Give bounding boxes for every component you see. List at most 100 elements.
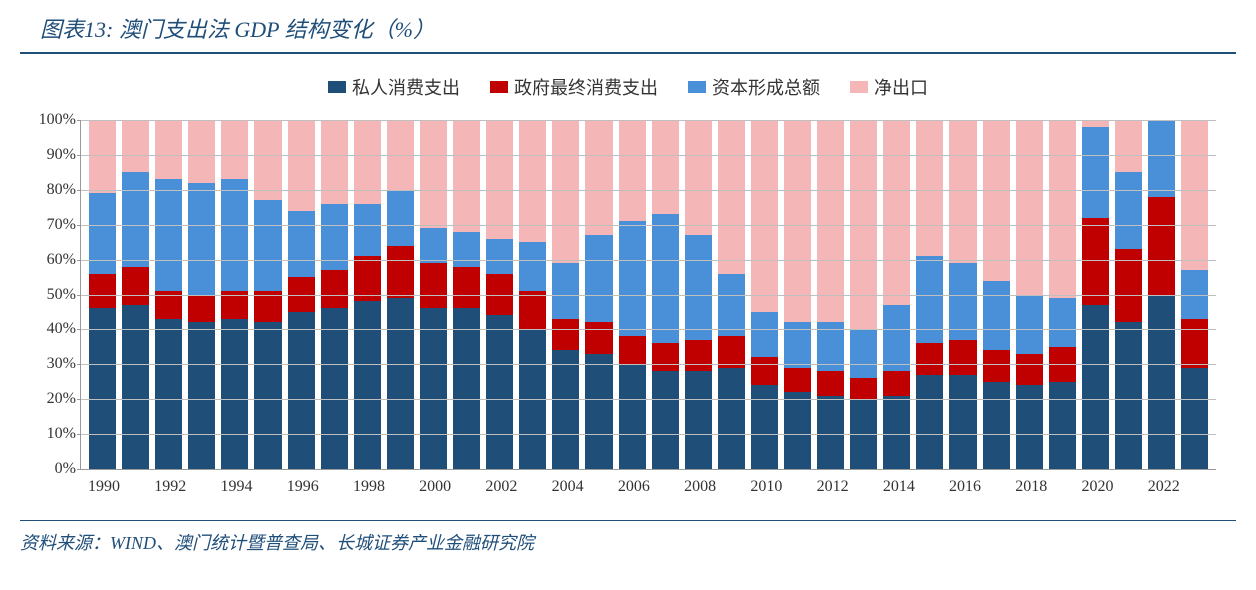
- y-tick-mark: [77, 434, 81, 435]
- y-tick-label: 0%: [26, 460, 76, 478]
- bar-segment-net_exports: [122, 120, 149, 172]
- y-tick-label: 80%: [26, 181, 76, 199]
- bar-segment-gov_consumption: [619, 336, 646, 364]
- legend-item: 净出口: [850, 74, 928, 100]
- y-tick-mark: [77, 364, 81, 365]
- bar-segment-capital_formation: [188, 183, 215, 295]
- bar-segment-net_exports: [916, 120, 943, 256]
- bar-segment-private_consumption: [89, 308, 116, 469]
- bar-segment-private_consumption: [1181, 368, 1208, 469]
- bar-segment-private_consumption: [916, 375, 943, 469]
- bar-segment-gov_consumption: [552, 319, 579, 350]
- gridline: [81, 295, 1216, 296]
- source-citation: 资料来源：WIND、澳门统计暨普查局、长城证券产业金融研究院: [20, 520, 1236, 555]
- bar-segment-capital_formation: [221, 179, 248, 291]
- x-tick-label: 2008: [684, 470, 716, 510]
- x-tick-label: [656, 470, 678, 510]
- bar-segment-gov_consumption: [453, 267, 480, 309]
- bar-segment-net_exports: [288, 120, 315, 211]
- legend-label: 私人消费支出: [352, 74, 460, 100]
- bar-segment-private_consumption: [254, 322, 281, 469]
- bar-segment-gov_consumption: [751, 357, 778, 385]
- x-tick-label: [1053, 470, 1075, 510]
- bar-segment-private_consumption: [288, 312, 315, 469]
- x-tick-label: [722, 470, 744, 510]
- bar-segment-capital_formation: [685, 235, 712, 340]
- bar-segment-net_exports: [221, 120, 248, 179]
- gridline: [81, 260, 1216, 261]
- bar-segment-capital_formation: [122, 172, 149, 266]
- legend-swatch: [328, 81, 346, 93]
- x-tick-label: [987, 470, 1009, 510]
- y-tick-mark: [77, 190, 81, 191]
- bar-segment-gov_consumption: [784, 368, 811, 392]
- y-tick-label: 40%: [26, 320, 76, 338]
- gridline: [81, 434, 1216, 435]
- bar-segment-net_exports: [718, 120, 745, 274]
- bar-segment-net_exports: [1049, 120, 1076, 298]
- bar-segment-gov_consumption: [1016, 354, 1043, 385]
- bar-segment-capital_formation: [1115, 172, 1142, 249]
- bar-segment-capital_formation: [619, 221, 646, 336]
- x-tick-label: [1186, 470, 1208, 510]
- bar-segment-net_exports: [751, 120, 778, 312]
- plot-area: 0%10%20%30%40%50%60%70%80%90%100%: [80, 120, 1216, 470]
- bar-segment-gov_consumption: [585, 322, 612, 353]
- bar-segment-private_consumption: [387, 298, 414, 469]
- x-tick-label: [1120, 470, 1142, 510]
- gridline: [81, 399, 1216, 400]
- x-tick-label: 2010: [750, 470, 782, 510]
- x-tick-label: [788, 470, 810, 510]
- bar-segment-net_exports: [883, 120, 910, 305]
- gridline: [81, 225, 1216, 226]
- y-tick-mark: [77, 329, 81, 330]
- bar-segment-capital_formation: [718, 274, 745, 337]
- bar-segment-capital_formation: [354, 204, 381, 256]
- bar-segment-private_consumption: [221, 319, 248, 469]
- bar-segment-capital_formation: [652, 214, 679, 343]
- x-tick-label: 2006: [618, 470, 650, 510]
- gridline: [81, 329, 1216, 330]
- x-axis-labels: 1990199219941996199820002002200420062008…: [80, 470, 1216, 510]
- bar-segment-capital_formation: [89, 193, 116, 273]
- bar-segment-private_consumption: [784, 392, 811, 469]
- bar-segment-capital_formation: [751, 312, 778, 357]
- bar-segment-gov_consumption: [718, 336, 745, 367]
- x-tick-label: 2018: [1015, 470, 1047, 510]
- bar-segment-gov_consumption: [254, 291, 281, 322]
- x-tick-label: 2020: [1082, 470, 1114, 510]
- bar-segment-capital_formation: [883, 305, 910, 371]
- y-tick-label: 100%: [26, 111, 76, 129]
- x-tick-label: 2012: [817, 470, 849, 510]
- bar-segment-capital_formation: [850, 329, 877, 378]
- bar-segment-gov_consumption: [1082, 218, 1109, 305]
- bar-segment-net_exports: [1082, 120, 1109, 127]
- x-tick-label: [258, 470, 280, 510]
- chart-container: 0%10%20%30%40%50%60%70%80%90%100% 199019…: [80, 110, 1216, 510]
- x-tick-label: [921, 470, 943, 510]
- x-tick-label: [192, 470, 214, 510]
- x-tick-label: [457, 470, 479, 510]
- x-tick-label: 1994: [220, 470, 252, 510]
- bar-segment-private_consumption: [652, 371, 679, 469]
- bar-segment-net_exports: [817, 120, 844, 322]
- bar-segment-net_exports: [155, 120, 182, 179]
- bar-segment-private_consumption: [486, 315, 513, 469]
- legend-item: 政府最终消费支出: [490, 74, 658, 100]
- bar-segment-capital_formation: [552, 263, 579, 319]
- bar-segment-gov_consumption: [685, 340, 712, 371]
- bar-segment-private_consumption: [1016, 385, 1043, 469]
- bar-segment-private_consumption: [354, 301, 381, 469]
- bar-segment-capital_formation: [420, 228, 447, 263]
- bar-segment-capital_formation: [519, 242, 546, 291]
- bar-segment-gov_consumption: [387, 246, 414, 298]
- bar-segment-private_consumption: [585, 354, 612, 469]
- bar-segment-gov_consumption: [883, 371, 910, 395]
- legend: 私人消费支出政府最终消费支出资本形成总额净出口: [0, 74, 1256, 100]
- bar-segment-net_exports: [1115, 120, 1142, 172]
- y-tick-label: 60%: [26, 251, 76, 269]
- bar-segment-private_consumption: [619, 364, 646, 469]
- bar-segment-net_exports: [685, 120, 712, 235]
- bar-segment-net_exports: [983, 120, 1010, 281]
- bar-segment-private_consumption: [1148, 295, 1175, 470]
